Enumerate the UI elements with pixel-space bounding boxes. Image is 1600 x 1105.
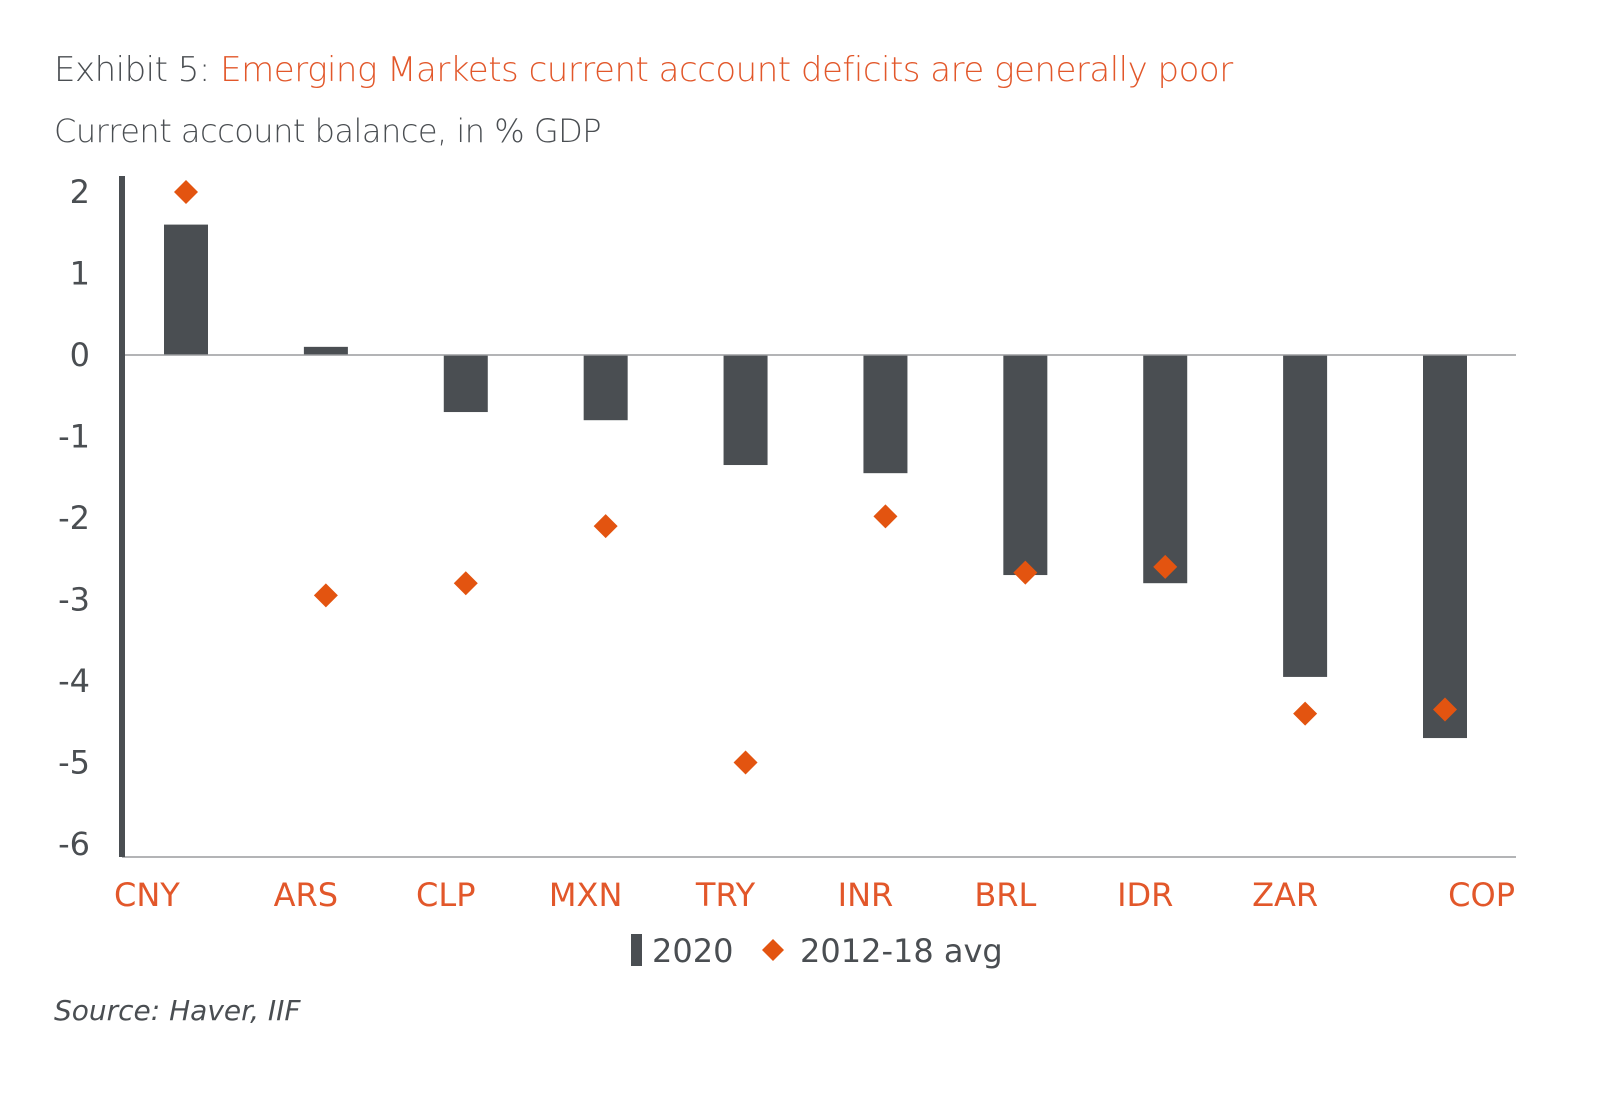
x-tick-label-ars: ARS — [274, 876, 338, 914]
marker-idr — [1153, 554, 1178, 579]
x-tick-label-brl: BRL — [974, 876, 1036, 914]
bar-cny — [164, 224, 208, 355]
y-tick-label: 2 — [70, 173, 90, 211]
marker-cny — [174, 180, 198, 204]
y-tick-label: 1 — [70, 255, 90, 293]
marker-try — [733, 750, 758, 775]
marker-ars — [313, 583, 338, 608]
legend-label-2020: 2020 — [652, 932, 733, 970]
bar-brl — [1003, 355, 1048, 576]
bar-ars — [303, 346, 348, 355]
bar-inr — [863, 355, 908, 474]
bar-try — [723, 355, 768, 466]
marker-mxn — [593, 514, 618, 539]
y-tick-label: -2 — [58, 499, 90, 537]
marker-zar — [1293, 701, 1318, 726]
legend-swatch-bar — [631, 934, 642, 966]
marker-series-2012-18-avg — [174, 180, 1457, 775]
x-axis-ticks: CNY ARS CLP MXN TRY INR BRL IDR ZAR COP — [114, 876, 1515, 914]
y-tick-label: -6 — [58, 825, 90, 863]
y-tick-label: -5 — [58, 744, 90, 782]
marker-clp — [453, 571, 478, 596]
legend: 2020 2012-18 avg — [631, 932, 1003, 970]
source-note: Source: Haver, IIF — [54, 994, 301, 1027]
marker-brl — [1013, 560, 1038, 585]
legend-label-2012-18-avg: 2012-18 avg — [800, 932, 1003, 970]
x-tick-label-idr: IDR — [1117, 876, 1173, 914]
bar-mxn — [583, 355, 628, 421]
chart-title: Exhibit 5: Emerging Markets current acco… — [54, 50, 1233, 90]
bar-cop — [1423, 355, 1467, 739]
x-tick-label-cop: COP — [1448, 876, 1515, 914]
y-tick-label: 0 — [70, 336, 90, 374]
bar-clp — [443, 355, 488, 413]
x-tick-label-clp: CLP — [416, 876, 475, 914]
x-tick-label-try: TRY — [695, 876, 756, 914]
y-tick-label: -4 — [58, 662, 90, 700]
title-prefix: Exhibit 5: — [54, 50, 210, 90]
chart-subtitle: Current account balance, in % GDP — [54, 112, 602, 150]
x-tick-label-inr: INR — [838, 876, 894, 914]
bar-series-2020 — [164, 224, 1467, 739]
x-tick-label-zar: ZAR — [1252, 876, 1318, 914]
y-tick-label: -3 — [58, 581, 90, 619]
bar-idr — [1143, 355, 1188, 584]
y-axis-ticks: 2 1 0 -1 -2 -3 -4 -5 -6 — [58, 173, 90, 863]
marker-inr — [873, 504, 898, 529]
legend-swatch-marker — [762, 939, 784, 961]
x-tick-label-mxn: MXN — [549, 876, 622, 914]
marker-cop — [1433, 697, 1457, 722]
y-tick-label: -1 — [58, 418, 90, 456]
x-tick-label-cny: CNY — [114, 876, 180, 914]
bar-zar — [1283, 355, 1328, 677]
title-highlight: Emerging Markets current account deficit… — [220, 50, 1233, 90]
